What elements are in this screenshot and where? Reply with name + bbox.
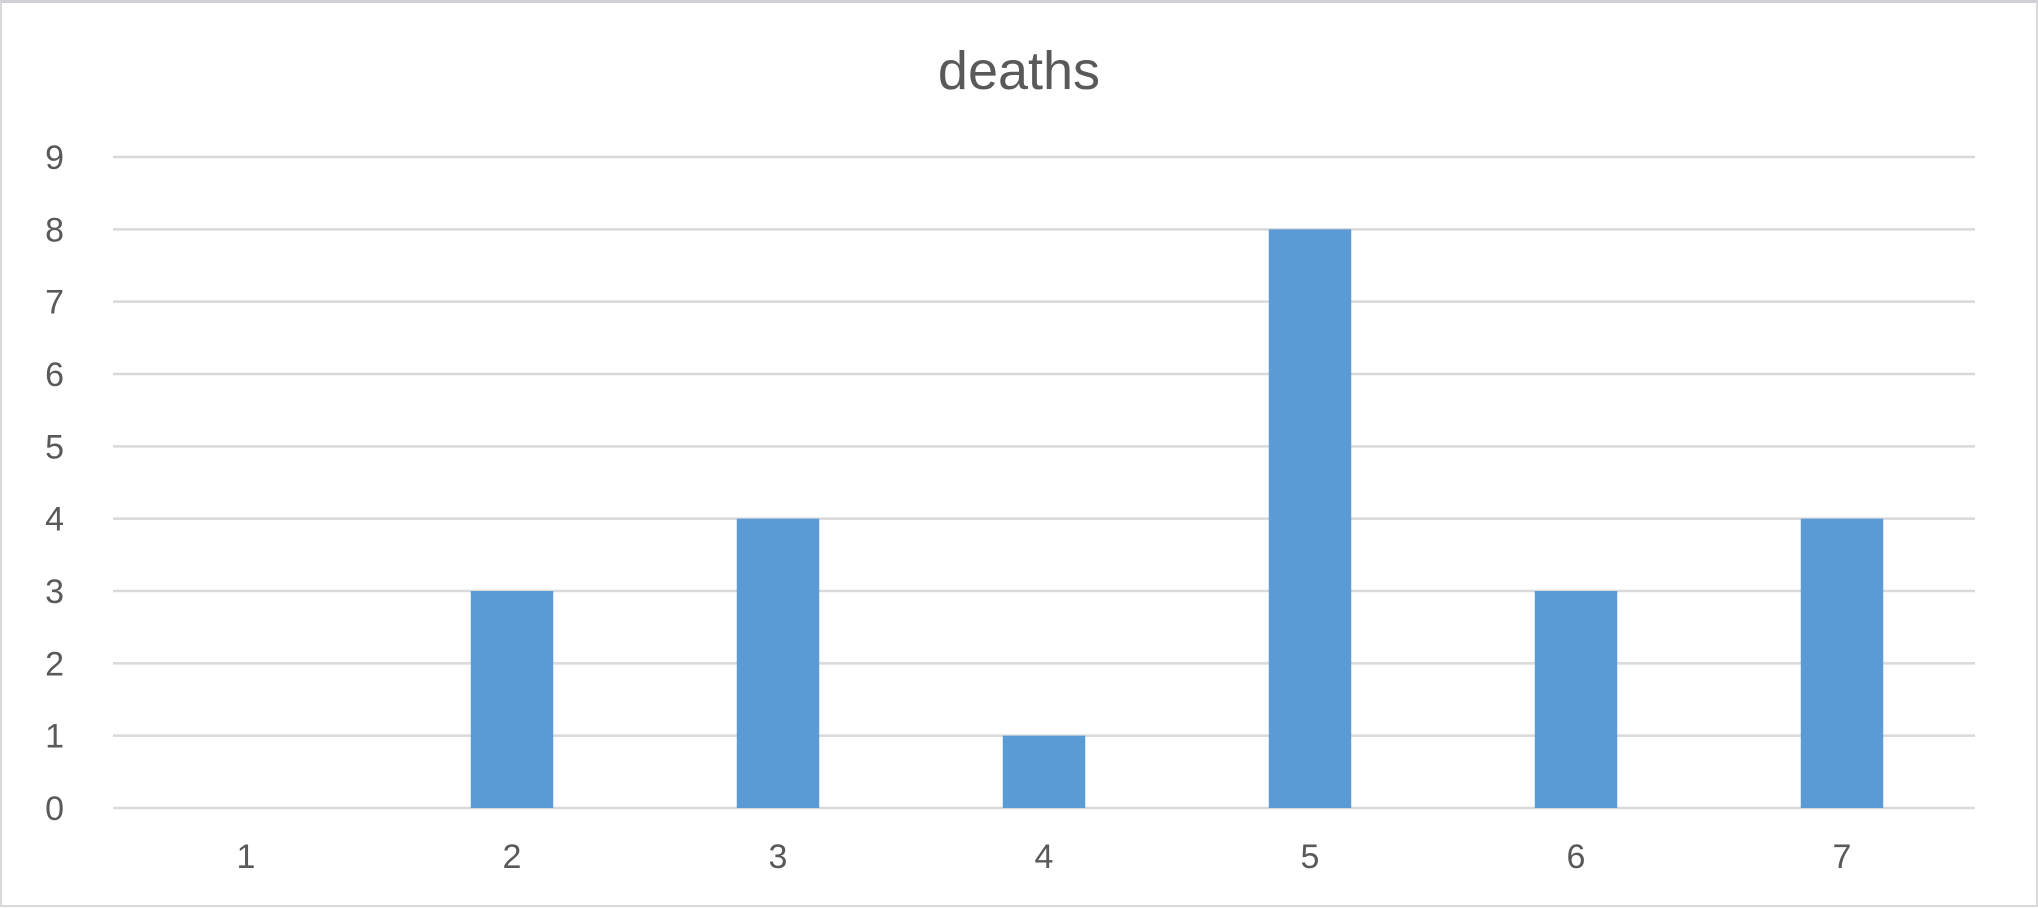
y-tick-label: 3 (45, 573, 64, 611)
bar-2 (470, 591, 554, 808)
x-tick-label: 2 (503, 838, 522, 876)
y-tick-label: 1 (45, 718, 64, 756)
y-tick-label: 4 (45, 501, 64, 539)
x-tick-label: 4 (1035, 838, 1054, 876)
x-tick-label: 6 (1567, 838, 1586, 876)
bar-3 (736, 518, 820, 808)
y-tick-label: 7 (45, 284, 64, 322)
y-tick-label: 6 (45, 356, 64, 394)
y-tick-label: 0 (45, 790, 64, 828)
x-tick-label: 1 (237, 838, 256, 876)
bar-5 (1268, 229, 1352, 809)
y-tick-label: 5 (45, 428, 64, 466)
y-tick-label: 2 (45, 645, 64, 683)
bar-6 (1534, 591, 1618, 808)
y-tick-label: 9 (45, 139, 64, 177)
bar-4 (1002, 735, 1086, 808)
x-tick-label: 5 (1301, 838, 1320, 876)
x-tick-label: 7 (1833, 838, 1852, 876)
x-tick-label: 3 (769, 838, 788, 876)
chart-title: deaths (937, 41, 1101, 101)
y-tick-label: 8 (45, 211, 64, 249)
bars (470, 229, 1884, 809)
bar-7 (1800, 518, 1884, 808)
gridlines (113, 155, 1975, 810)
x-axis-ticks: 1 2 3 4 5 6 7 (237, 838, 1852, 876)
y-axis-ticks: 0 1 2 3 4 5 6 7 8 9 (45, 139, 64, 828)
